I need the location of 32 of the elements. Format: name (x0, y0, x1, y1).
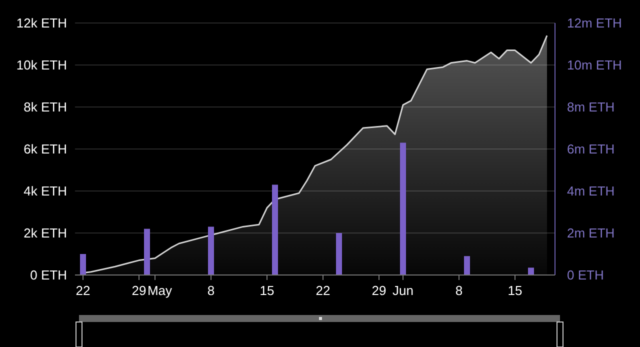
bar (336, 233, 342, 275)
y2-tick-label: 4m ETH (567, 184, 615, 199)
x-tick-label: 22 (316, 283, 330, 298)
bar (464, 256, 470, 275)
y-tick-label: 12k ETH (16, 16, 67, 31)
y-tick-label: 8k ETH (24, 100, 67, 115)
y-tick-label: 0 ETH (30, 268, 67, 283)
bar (400, 142, 406, 275)
bar (208, 226, 214, 275)
y2-tick-label: 0 ETH (567, 268, 604, 283)
y2-tick-label: 12m ETH (567, 16, 622, 31)
x-tick-label: 29 (132, 283, 146, 298)
bar (144, 228, 150, 275)
y-tick-label: 6k ETH (24, 142, 67, 157)
y2-tick-label: 10m ETH (567, 58, 622, 73)
y2-tick-label: 6m ETH (567, 142, 615, 157)
bar (80, 254, 86, 275)
x-tick-label: 29 (372, 283, 386, 298)
x-tick-label: May (147, 283, 173, 298)
y-tick-label: 2k ETH (24, 226, 67, 241)
x-tick-label: 8 (455, 283, 463, 298)
x-tick-label: 15 (508, 283, 522, 298)
bar (272, 184, 278, 275)
x-tick-label: 22 (76, 283, 90, 298)
x-tick-label: Jun (392, 283, 414, 298)
y-tick-label: 10k ETH (16, 58, 67, 73)
y2-tick-label: 8m ETH (567, 100, 615, 115)
x-tick-label: 15 (260, 283, 274, 298)
y2-tick-label: 2m ETH (567, 226, 615, 241)
bar (528, 268, 534, 275)
y-tick-label: 4k ETH (24, 184, 67, 199)
x-tick-label: 8 (207, 283, 215, 298)
